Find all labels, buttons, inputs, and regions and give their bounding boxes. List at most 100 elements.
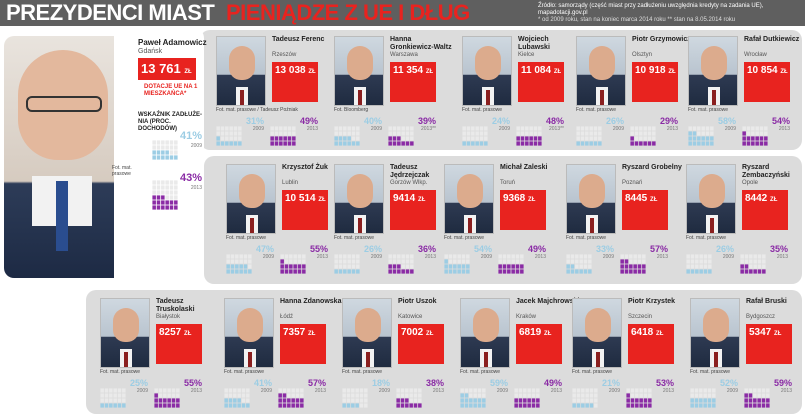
debt-dot [334, 126, 338, 131]
debt-dot [648, 398, 652, 403]
hero-stat-2013: 43% 2013 [152, 172, 202, 210]
debt-dot [498, 264, 502, 269]
debt-dot [536, 403, 540, 408]
title-part2: PIENIĄDZE Z UE I DŁUG [226, 0, 470, 25]
debt-dot [575, 269, 579, 274]
debt-dot [523, 393, 527, 398]
debt-dot [293, 254, 297, 259]
hero-stat-2009: 41% 2009 [152, 130, 202, 160]
debt-dot [529, 131, 533, 136]
debt-dot [533, 136, 538, 141]
debt-dot [280, 254, 284, 259]
mayor-face [699, 174, 725, 208]
debt-dot [581, 388, 585, 393]
mayor-tie [596, 352, 600, 367]
debt-dot [176, 403, 180, 408]
debt-dot [643, 141, 647, 146]
debt-dot [347, 259, 351, 264]
debt-dot-grid [154, 388, 180, 408]
debt-dot [448, 264, 453, 269]
debt-dot [400, 388, 405, 393]
debt-dot [748, 398, 753, 403]
debt-dot [154, 403, 158, 408]
debt-dot [293, 264, 297, 269]
mayor-card: Ryszard Grobelny Poznań 8445 ZŁ Fot. mat. p… [566, 164, 682, 276]
title-part1: PREZYDENCI MIAST [6, 0, 215, 25]
debt-dot [482, 388, 486, 393]
debt-dot [291, 398, 295, 403]
debt-dot [295, 393, 300, 398]
debt-dot [520, 141, 525, 146]
debt-dot [152, 190, 156, 195]
debt-dot [216, 131, 220, 136]
debt-dot [635, 393, 639, 398]
debt-dot [338, 126, 343, 131]
debt-dot [169, 200, 174, 205]
debt-dot-grid [690, 388, 716, 408]
debt-dot [457, 264, 461, 269]
mayor-grid-2013 [744, 388, 770, 408]
mayor-photo [690, 298, 740, 368]
debt-dot [225, 131, 229, 136]
debt-dot [169, 190, 174, 195]
debt-dot [699, 388, 703, 393]
mayor-year-2009: 2009 [496, 388, 508, 394]
debt-dot [473, 388, 477, 393]
debt-dot [228, 403, 233, 408]
debt-dot [583, 269, 588, 274]
debt-dot [156, 190, 161, 195]
debt-dot [405, 259, 410, 264]
debt-dot [279, 131, 283, 136]
debt-dot-grid [462, 126, 488, 146]
debt-dot [405, 254, 410, 259]
mayor-city: Kraków [516, 314, 537, 320]
debt-dot [572, 403, 576, 408]
mayor-photo [462, 36, 512, 106]
debt-dot [396, 393, 400, 398]
mayor-photo [342, 298, 392, 368]
debt-dot [104, 398, 109, 403]
debt-dot [152, 205, 156, 210]
debt-dot [246, 393, 250, 398]
debt-dot [334, 269, 338, 274]
debt-dot [169, 205, 174, 210]
debt-dot [705, 126, 710, 131]
debt-dot [448, 259, 453, 264]
debt-dot [165, 155, 169, 160]
debt-dot [626, 393, 630, 398]
debt-dot [461, 264, 466, 269]
debt-dot [297, 264, 302, 269]
debt-dot [113, 398, 117, 403]
hero-amount: 13 761 ZŁ [138, 58, 196, 80]
mayor-tie [124, 352, 128, 367]
mayor-amount-unit: ZŁ [425, 69, 434, 75]
debt-dot [163, 398, 167, 403]
debt-dot [575, 254, 579, 259]
debt-dot [280, 269, 284, 274]
debt-dot [647, 141, 652, 146]
mayor-name: Michał Zaleski [500, 164, 548, 171]
mayor-year-2013: 2013 [316, 254, 328, 260]
mayor-name: Ryszard Zembaczyński [742, 164, 790, 179]
debt-dot-grid [740, 254, 766, 274]
debt-dot [405, 403, 409, 408]
debt-dot [154, 393, 158, 398]
mayor-photo-credit: Fot. mat. prasowe [572, 369, 613, 375]
debt-dot [764, 141, 768, 146]
mayor-amount: 10 918 ZŁ [632, 62, 678, 102]
debt-dot [392, 254, 397, 259]
debt-dot [356, 254, 360, 259]
mayor-stat-2013: 29% 2013 [630, 116, 678, 146]
debt-dot [598, 136, 602, 141]
mayor-city: Warszawa [390, 52, 418, 58]
debt-dot [703, 259, 708, 264]
debt-dot-grid [566, 254, 592, 274]
mayor-amount: 11 084 ZŁ [518, 62, 564, 102]
debt-dot [580, 126, 585, 131]
debt-dot [580, 131, 585, 136]
debt-dot [418, 388, 422, 393]
debt-dot [171, 393, 176, 398]
mayor-name: Hanna Zdanowska [280, 298, 342, 305]
debt-dot [634, 131, 639, 136]
debt-dot [228, 388, 233, 393]
